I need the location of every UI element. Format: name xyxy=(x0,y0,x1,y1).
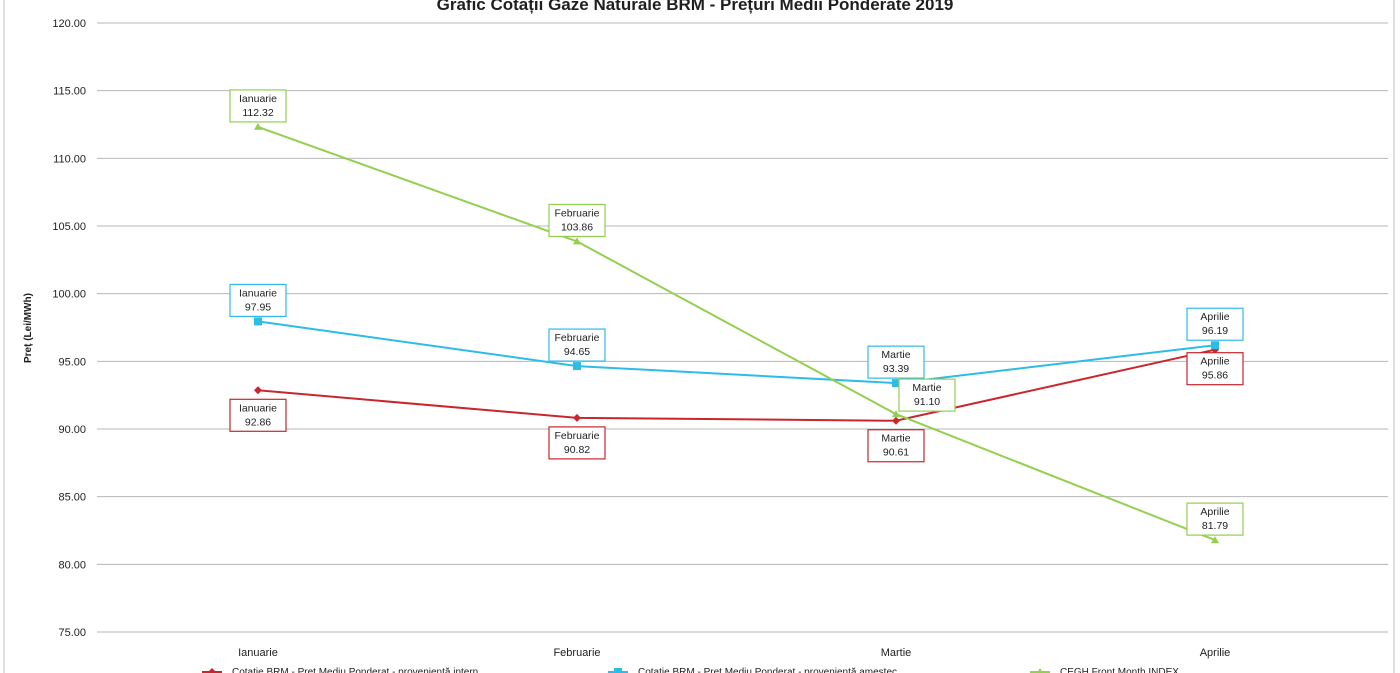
data-label-value: 81.79 xyxy=(1202,520,1228,532)
legend-marker xyxy=(208,668,216,673)
legend-marker xyxy=(1037,668,1043,673)
data-label-category: Martie xyxy=(881,433,910,445)
data-label-box xyxy=(548,203,606,238)
data-label-box xyxy=(867,345,925,379)
x-tick-label: Aprilie xyxy=(1200,647,1231,659)
data-label: Ianuarie 112.32 xyxy=(229,89,287,123)
y-tick-label: 115.00 xyxy=(53,86,86,98)
data-label: Aprilie 96.19 xyxy=(1186,307,1244,341)
data-label: Martie 93.39 xyxy=(867,345,925,379)
x-tick-label: Ianuarie xyxy=(238,647,278,659)
data-label: Martie 90.61 xyxy=(867,429,925,463)
data-point xyxy=(254,317,262,326)
data-label-category: Ianuarie xyxy=(239,402,277,414)
chart-frame xyxy=(3,0,1395,673)
gridlines xyxy=(97,22,1388,633)
data-label-value: 96.19 xyxy=(1202,325,1228,337)
data-point xyxy=(892,379,900,388)
y-tick-label: 110.00 xyxy=(53,153,86,165)
y-axis-ticks: 75.00 80.00 85.00 90.00 95.00 100.00 105.00 110… xyxy=(52,18,86,639)
data-label-value: 103.86 xyxy=(561,221,593,233)
data-label-value: 92.86 xyxy=(245,416,271,428)
x-tick-label: Februarie xyxy=(553,647,600,659)
y-tick-label: 105.00 xyxy=(52,221,86,233)
data-label-value: 93.39 xyxy=(883,363,909,375)
y-tick-label: 80.00 xyxy=(58,559,86,571)
data-point xyxy=(254,122,262,130)
y-tick-label: 75.00 xyxy=(58,627,86,639)
data-label-category: Ianuarie xyxy=(239,287,277,299)
data-label-box xyxy=(1186,502,1244,536)
y-tick-label: 95.00 xyxy=(58,356,86,368)
data-labels-layer: Ianuarie 92.86 Februarie 90.82 Martie 90.61 Ap… xyxy=(229,89,1244,536)
data-label-category: Aprilie xyxy=(1200,311,1229,323)
data-label-category: Februarie xyxy=(555,430,600,442)
y-tick-label: 120.00 xyxy=(52,18,86,30)
legend-marker xyxy=(614,668,622,673)
data-label: Ianuarie 92.86 xyxy=(229,398,287,432)
data-label-value: 95.86 xyxy=(1202,370,1228,382)
x-tick-label: Martie xyxy=(881,647,912,659)
data-label-category: Aprilie xyxy=(1200,356,1229,368)
data-label-box xyxy=(898,378,956,412)
data-point xyxy=(573,237,581,245)
y-axis-label: Preț (Lei/MWh) xyxy=(23,293,34,363)
data-label-value: 90.82 xyxy=(564,444,590,456)
data-point xyxy=(1211,341,1219,350)
data-label: Februarie 94.65 xyxy=(548,328,606,362)
data-label-box xyxy=(548,426,606,460)
data-label-value: 94.65 xyxy=(564,346,590,358)
data-label-value: 112.32 xyxy=(242,107,273,119)
data-label: Februarie 90.82 xyxy=(548,426,606,460)
y-tick-label: 85.00 xyxy=(58,492,86,504)
data-point xyxy=(892,410,900,418)
data-point xyxy=(892,416,900,425)
data-label-box xyxy=(229,398,287,432)
data-label-box xyxy=(867,429,925,463)
data-label: Ianuarie 97.95 xyxy=(229,283,287,318)
data-label-category: Martie xyxy=(912,382,941,394)
legend: Cotatie BRM - Pret Mediu Ponderat - prov… xyxy=(202,667,1179,673)
data-label-category: Februarie xyxy=(555,332,600,344)
legend-entry: CEGH Front Month INDEX xyxy=(1060,667,1179,673)
data-label-box xyxy=(1186,352,1244,386)
legend-entry: Cotatie BRM - Pret Mediu Ponderat - prov… xyxy=(638,667,897,673)
data-label-category: Februarie xyxy=(555,207,600,219)
data-point xyxy=(573,413,581,422)
data-label-box xyxy=(548,328,606,362)
data-label: Aprilie 95.86 xyxy=(1186,352,1244,386)
series-line xyxy=(257,125,1216,542)
legend-entry: Cotatie BRM - Pret Mediu Ponderat - prov… xyxy=(232,667,478,673)
data-label-value: 91.10 xyxy=(914,396,940,408)
data-label-value: 97.95 xyxy=(245,301,271,313)
y-tick-label: 90.00 xyxy=(58,424,86,436)
y-tick-label: 100.00 xyxy=(52,289,86,301)
data-label-box xyxy=(229,89,287,123)
data-label-category: Ianuarie xyxy=(239,93,277,105)
data-point xyxy=(573,362,581,371)
series-line xyxy=(257,348,1216,422)
data-label-box xyxy=(229,283,287,318)
data-label: Martie 91.10 xyxy=(898,378,956,412)
data-point xyxy=(254,386,262,395)
chart-title: Grafic Cotații Gaze Naturale BRM - Prețu… xyxy=(437,0,954,14)
x-axis-ticks: Ianuarie Februarie Martie Aprilie xyxy=(238,647,1230,659)
data-label: Aprilie 81.79 xyxy=(1186,502,1244,536)
series-line xyxy=(257,320,1216,385)
data-label-box xyxy=(1186,307,1244,341)
data-label-category: Martie xyxy=(881,349,910,361)
data-label: Februarie 103.86 xyxy=(548,203,606,238)
data-label-category: Aprilie xyxy=(1200,506,1229,518)
data-label-value: 90.61 xyxy=(883,447,909,459)
series-layer xyxy=(254,122,1219,544)
data-point xyxy=(1211,536,1219,544)
